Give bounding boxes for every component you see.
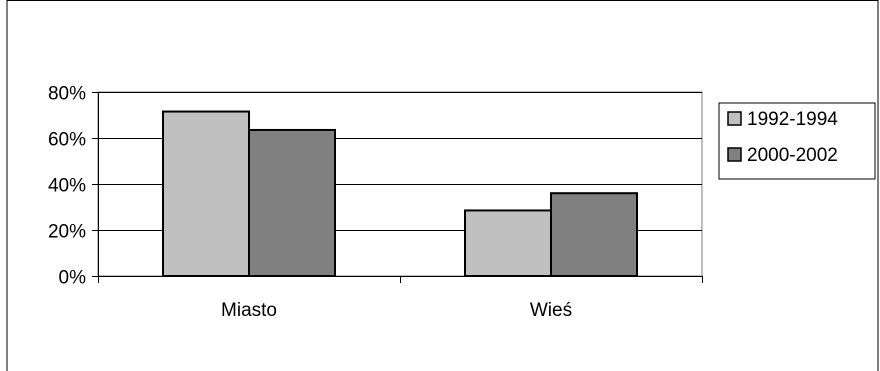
bar <box>248 128 336 277</box>
y-tick-label: 80% <box>48 84 86 105</box>
legend: 1992-1994 2000-2002 <box>718 102 876 180</box>
y-tick-label: 0% <box>59 268 87 289</box>
bar <box>464 209 552 277</box>
x-category-label: Miasto <box>221 300 277 321</box>
bar <box>550 192 638 277</box>
y-tick-label: 20% <box>48 222 86 243</box>
legend-label: 1992-1994 <box>747 109 838 130</box>
legend-swatch <box>727 147 742 162</box>
x-category-label: Wieś <box>530 300 572 321</box>
legend-swatch <box>727 111 742 126</box>
plot-area: 0% 20% 40% 60% 80% Miasto Wieś <box>48 84 703 321</box>
y-tick-label: 40% <box>48 176 86 197</box>
y-tick-label: 60% <box>48 130 86 151</box>
legend-box <box>718 102 876 180</box>
legend-label: 2000-2002 <box>747 145 838 166</box>
bar <box>162 110 250 277</box>
